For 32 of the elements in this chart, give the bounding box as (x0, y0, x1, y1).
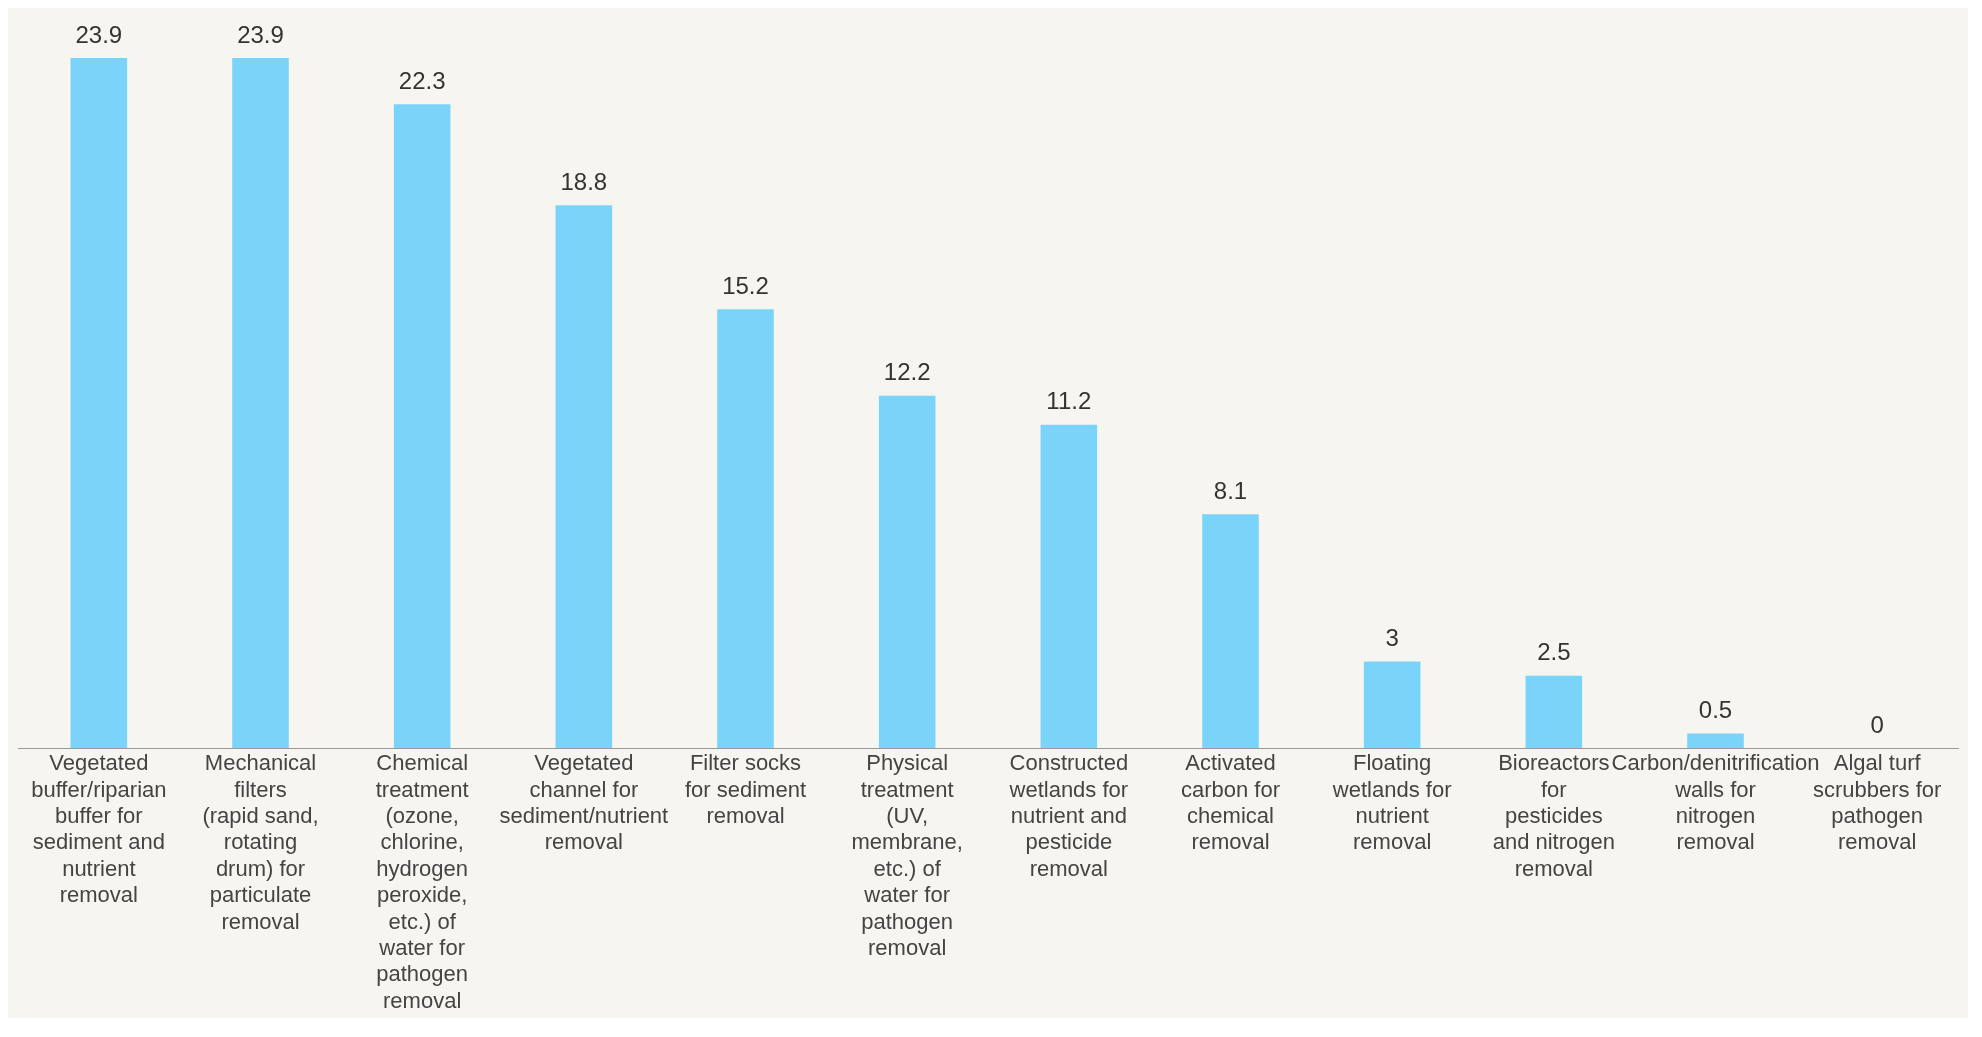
data-label: 3 (1385, 624, 1399, 652)
data-label: 8.1 (1213, 476, 1248, 504)
bar (1202, 514, 1259, 748)
bar (393, 104, 451, 748)
data-label: 15.2 (722, 271, 769, 299)
x-tick-label: Physical treatment (UV, membrane, etc.) of water for pathogen removal (851, 750, 963, 961)
x-tick-label: Vegetated buffer/riparian buffer for sediment and nutrient removal (31, 750, 167, 908)
bar (1363, 661, 1421, 748)
x-tick-label: Vegetated channel for sediment/nutrient removal (499, 750, 669, 855)
data-label: 0.5 (1698, 696, 1733, 724)
bar (555, 205, 613, 748)
data-label: 12.2 (883, 358, 931, 386)
bar (878, 395, 936, 748)
bar (1525, 675, 1583, 748)
bar (717, 309, 774, 748)
data-label: 23.9 (75, 20, 123, 48)
data-label: 22.3 (398, 66, 446, 94)
data-label: 0 (1870, 710, 1884, 738)
data-label: 23.9 (237, 20, 284, 48)
bar (1687, 733, 1744, 748)
data-label: 11.2 (1046, 387, 1092, 415)
data-label: 18.8 (560, 167, 608, 195)
bar (70, 58, 128, 748)
bar (1040, 424, 1098, 748)
bar (232, 58, 289, 748)
category-label: Chemical treatment (ozone, chlorine, hydrogen peroxide, etc.) of water for pathogen removal (375, 750, 469, 1013)
data-label: 2.5 (1537, 638, 1571, 666)
x-tick-label: Floating wetlands for nutrient removal (1331, 750, 1452, 855)
x-tick-label: Filter socks for sediment removal (684, 750, 807, 829)
x-tick-label: Constructed wetlands for nutrient and pesticide removal (1008, 750, 1129, 881)
x-tick-label: Mechanical filters (rapid sand, rotating drum) for particulate removal (202, 750, 319, 934)
x-tick-label: Activated carbon for chemical removal (1180, 750, 1281, 855)
